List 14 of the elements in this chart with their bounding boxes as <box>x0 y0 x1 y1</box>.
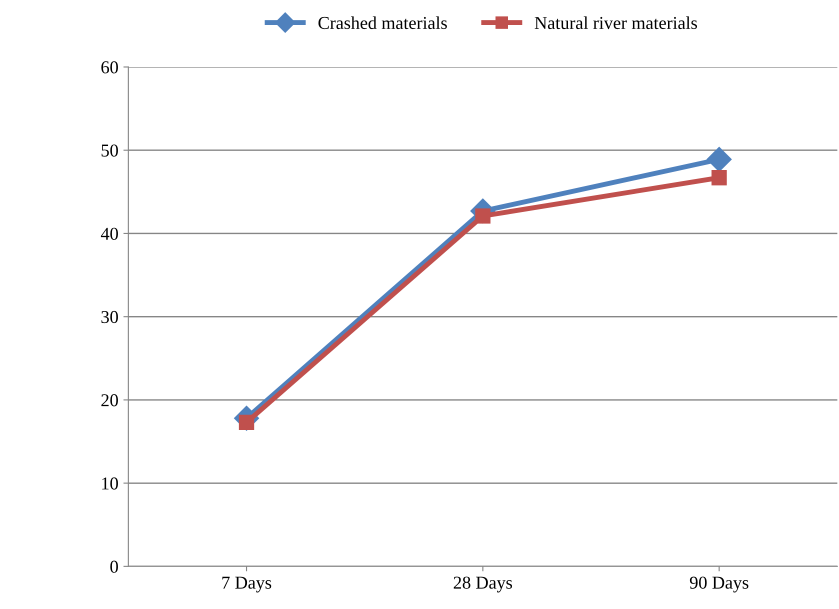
y-tick-label: 30 <box>101 310 118 324</box>
y-tick-label: 10 <box>102 477 118 490</box>
y-tick-label: 20 <box>101 394 118 406</box>
x-tick-label: 7 Days <box>222 576 272 592</box>
y-tick-label: 0 <box>110 560 118 573</box>
legend-label: Natural river materials <box>534 16 698 30</box>
y-tick-label: 60 <box>101 61 118 74</box>
point <box>706 146 732 172</box>
y-tick-label: 40 <box>100 228 118 240</box>
x-tick-label: 90 Days <box>690 576 748 592</box>
point <box>712 170 727 186</box>
x-tick-label: 28 Days <box>454 576 512 592</box>
y-tick-label: 50 <box>102 144 118 157</box>
legend-label: Crashed materials <box>318 16 447 30</box>
